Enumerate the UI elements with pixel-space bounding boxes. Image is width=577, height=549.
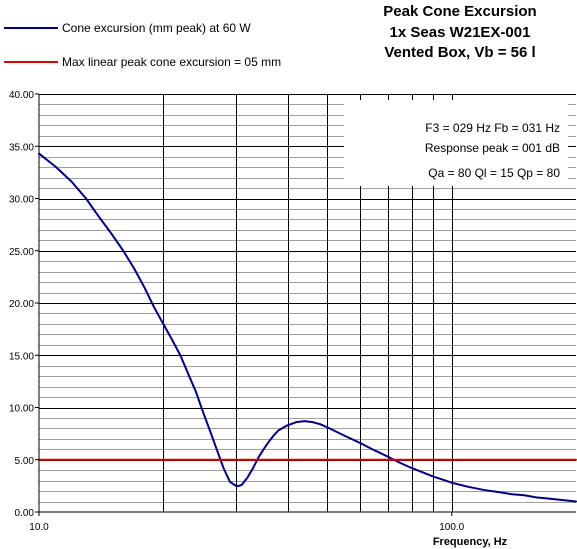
y-tick-label: 25.00 [9,247,34,258]
series-layer [38,152,577,503]
y-tick-label: 30.00 [9,195,34,206]
info-f3-fb: F3 = 029 Hz Fb = 031 Hz [425,121,560,135]
legend-label-cone-excursion: Cone excursion (mm peak) at 60 W [62,21,251,35]
y-tick-label: 10.00 [9,404,34,415]
info-box [344,100,568,186]
y-tick-label: 5.00 [15,456,35,467]
x-axis-label: Frequency, Hz [433,536,508,548]
y-tick-label: 20.00 [9,299,34,310]
y-tick-label: 40.00 [9,90,34,101]
info-response-peak: Response peak = 001 dB [425,141,560,155]
x-tick-label: 10.0 [29,522,49,533]
x-tick-label: 100.0 [439,522,464,533]
chart-title-line-3: Vented Box, Vb = 56 l [384,44,535,61]
info-q-values: Qa = 80 Ql = 15 Qp = 80 [428,166,560,180]
x-axis-ticks: 10.0 100.0 [29,512,465,533]
chart-title-line-2: 1x Seas W21EX-001 [390,24,531,41]
y-tick-label: 35.00 [9,142,34,153]
legend-label-max-linear: Max linear peak cone excursion = 05 mm [62,55,281,69]
series-line-cone-excursion [38,152,577,503]
y-tick-label: 15.00 [9,351,34,362]
legend: Cone excursion (mm peak) at 60 W Max lin… [4,21,281,69]
chart-title-line-1: Peak Cone Excursion [383,3,536,20]
y-tick-label: 0.00 [15,508,35,519]
y-axis-ticks: 0.00 5.00 10.00 15.00 20.00 25.00 30.00 35.00 40… [9,90,39,519]
